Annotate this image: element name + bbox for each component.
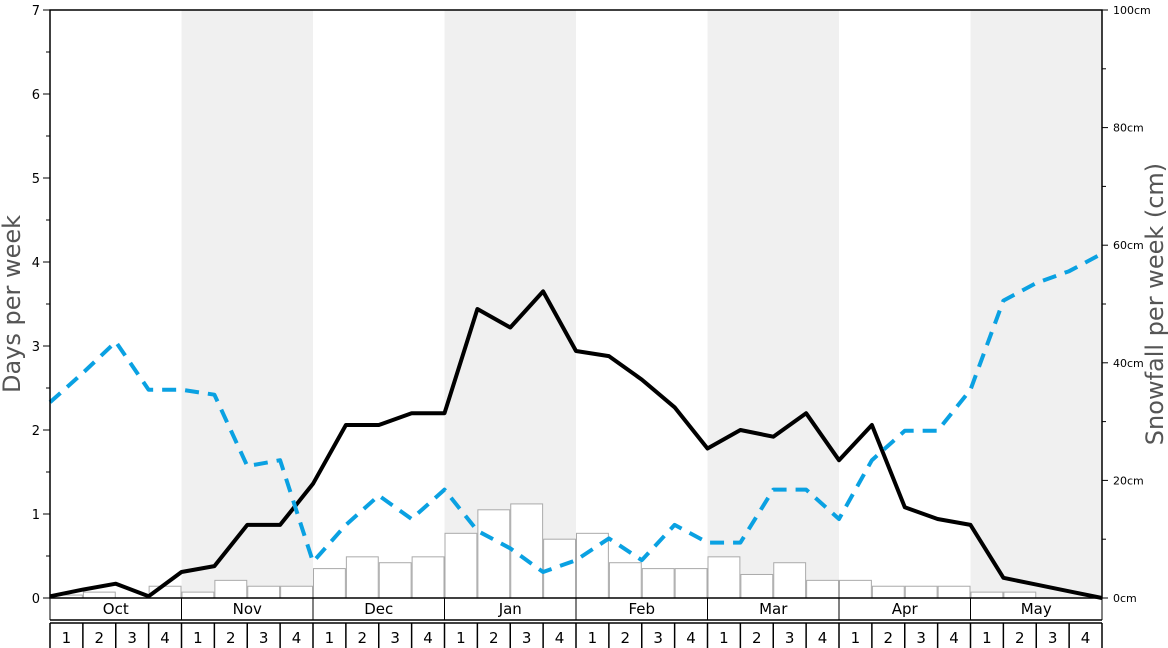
week-label: 1: [456, 629, 466, 647]
left-tick-label: 5: [32, 172, 40, 187]
week-label: 2: [358, 629, 368, 647]
month-shade: [970, 10, 1102, 598]
snowfall-bar: [740, 573, 774, 599]
week-label: 4: [1081, 629, 1091, 647]
snowfall-bar: [247, 585, 281, 599]
week-label: 2: [95, 629, 105, 647]
snowfall-bar: [1003, 591, 1037, 599]
week-label: 3: [916, 629, 926, 647]
left-axis: 0 1 2 3 4 5 6 7: [32, 4, 50, 607]
snowfall-bars: [50, 503, 1037, 599]
snowfall-bar: [707, 556, 741, 599]
right-tick-label: 0cm: [1113, 592, 1137, 605]
right-tick-label: 100cm: [1113, 4, 1151, 17]
week-label: 4: [686, 629, 696, 647]
snowfall-bar: [773, 562, 807, 599]
snowfall-bar: [970, 591, 1004, 599]
week-label: 3: [390, 629, 400, 647]
week-label: 1: [851, 629, 861, 647]
week-label: 1: [62, 629, 72, 647]
left-tick-label: 0: [32, 592, 40, 607]
right-axis-title: Snowfall per week (cm): [1141, 163, 1168, 445]
left-axis-title: Days per week: [0, 215, 26, 393]
week-axis: 1 2 3 4 1 2 3 4 1 2 3 4 1 2 3 4 1 2 3 4 1 2 3 4 1 2 3 4 1 2 3 4: [49, 622, 1103, 648]
left-tick-label: 1: [32, 508, 40, 523]
week-label: 4: [160, 629, 170, 647]
week-label: 3: [1048, 629, 1058, 647]
week-label: 3: [785, 629, 795, 647]
week-label: 4: [423, 629, 433, 647]
week-label: 3: [653, 629, 663, 647]
month-label: Dec: [364, 600, 393, 618]
snowfall-bar: [674, 568, 708, 599]
snowfall-bar: [937, 585, 971, 599]
right-axis: 0cm 20cm 40cm 60cm 80cm 100cm: [1102, 4, 1151, 605]
snowfall-bar: [214, 579, 248, 599]
month-label: Nov: [233, 600, 262, 618]
snowfall-bar: [280, 585, 313, 599]
month-shade: [181, 10, 313, 598]
week-label: 3: [259, 629, 269, 647]
snowfall-bar: [510, 503, 544, 599]
snowfall-bar: [444, 532, 478, 599]
week-label: 2: [884, 629, 894, 647]
month-label: Feb: [628, 600, 655, 618]
snowfall-bar: [181, 591, 215, 599]
series-lines: [48, 251, 1103, 600]
right-tick-label: 60cm: [1113, 239, 1144, 252]
month-label: May: [1021, 600, 1052, 618]
week-label: 2: [621, 629, 631, 647]
right-tick-label: 20cm: [1113, 474, 1144, 487]
month-shade: [707, 10, 839, 598]
week-label: 4: [818, 629, 828, 647]
week-label: 1: [193, 629, 203, 647]
snowfall-bar: [477, 509, 511, 599]
month-axis: Oct Nov Dec Jan Feb Mar Apr May: [49, 598, 1103, 621]
month-label: Oct: [103, 600, 129, 618]
black-solid-line: [49, 289, 1103, 600]
left-tick-label: 7: [32, 4, 40, 19]
week-label: 3: [522, 629, 532, 647]
week-label: 4: [949, 629, 959, 647]
month-label: Apr: [892, 600, 919, 618]
snowfall-bar: [871, 585, 905, 599]
snowfall-bar: [378, 562, 412, 599]
week-label: 1: [982, 629, 992, 647]
left-tick-label: 3: [32, 340, 40, 355]
snowfall-bar: [313, 568, 346, 599]
snowfall-bar: [806, 579, 839, 599]
snowfall-bar: [345, 556, 379, 599]
month-label: Mar: [759, 600, 788, 618]
right-tick-label: 80cm: [1113, 122, 1144, 135]
week-label: 2: [489, 629, 499, 647]
month-shade: [444, 10, 576, 598]
left-tick-label: 4: [32, 256, 40, 271]
blue-dashed-line: [48, 251, 1103, 574]
week-label: 3: [127, 629, 137, 647]
snowfall-bar: [839, 579, 872, 599]
month-label: Jan: [498, 600, 522, 618]
week-label: 2: [226, 629, 236, 647]
week-label: 4: [292, 629, 302, 647]
week-label: 2: [752, 629, 762, 647]
right-tick-label: 40cm: [1113, 357, 1144, 370]
left-tick-label: 2: [32, 424, 40, 439]
snowfall-bar: [641, 568, 675, 599]
week-label: 1: [325, 629, 335, 647]
week-label: 1: [719, 629, 729, 647]
left-tick-label: 6: [32, 88, 40, 103]
week-label: 1: [588, 629, 598, 647]
week-label: 2: [1015, 629, 1025, 647]
snowfall-bar: [411, 556, 445, 599]
snowfall-bar: [608, 562, 642, 599]
week-label: 4: [555, 629, 565, 647]
month-shading: [181, 10, 1102, 598]
snowfall-bar: [904, 585, 938, 599]
snowfall-bar: [82, 591, 116, 599]
